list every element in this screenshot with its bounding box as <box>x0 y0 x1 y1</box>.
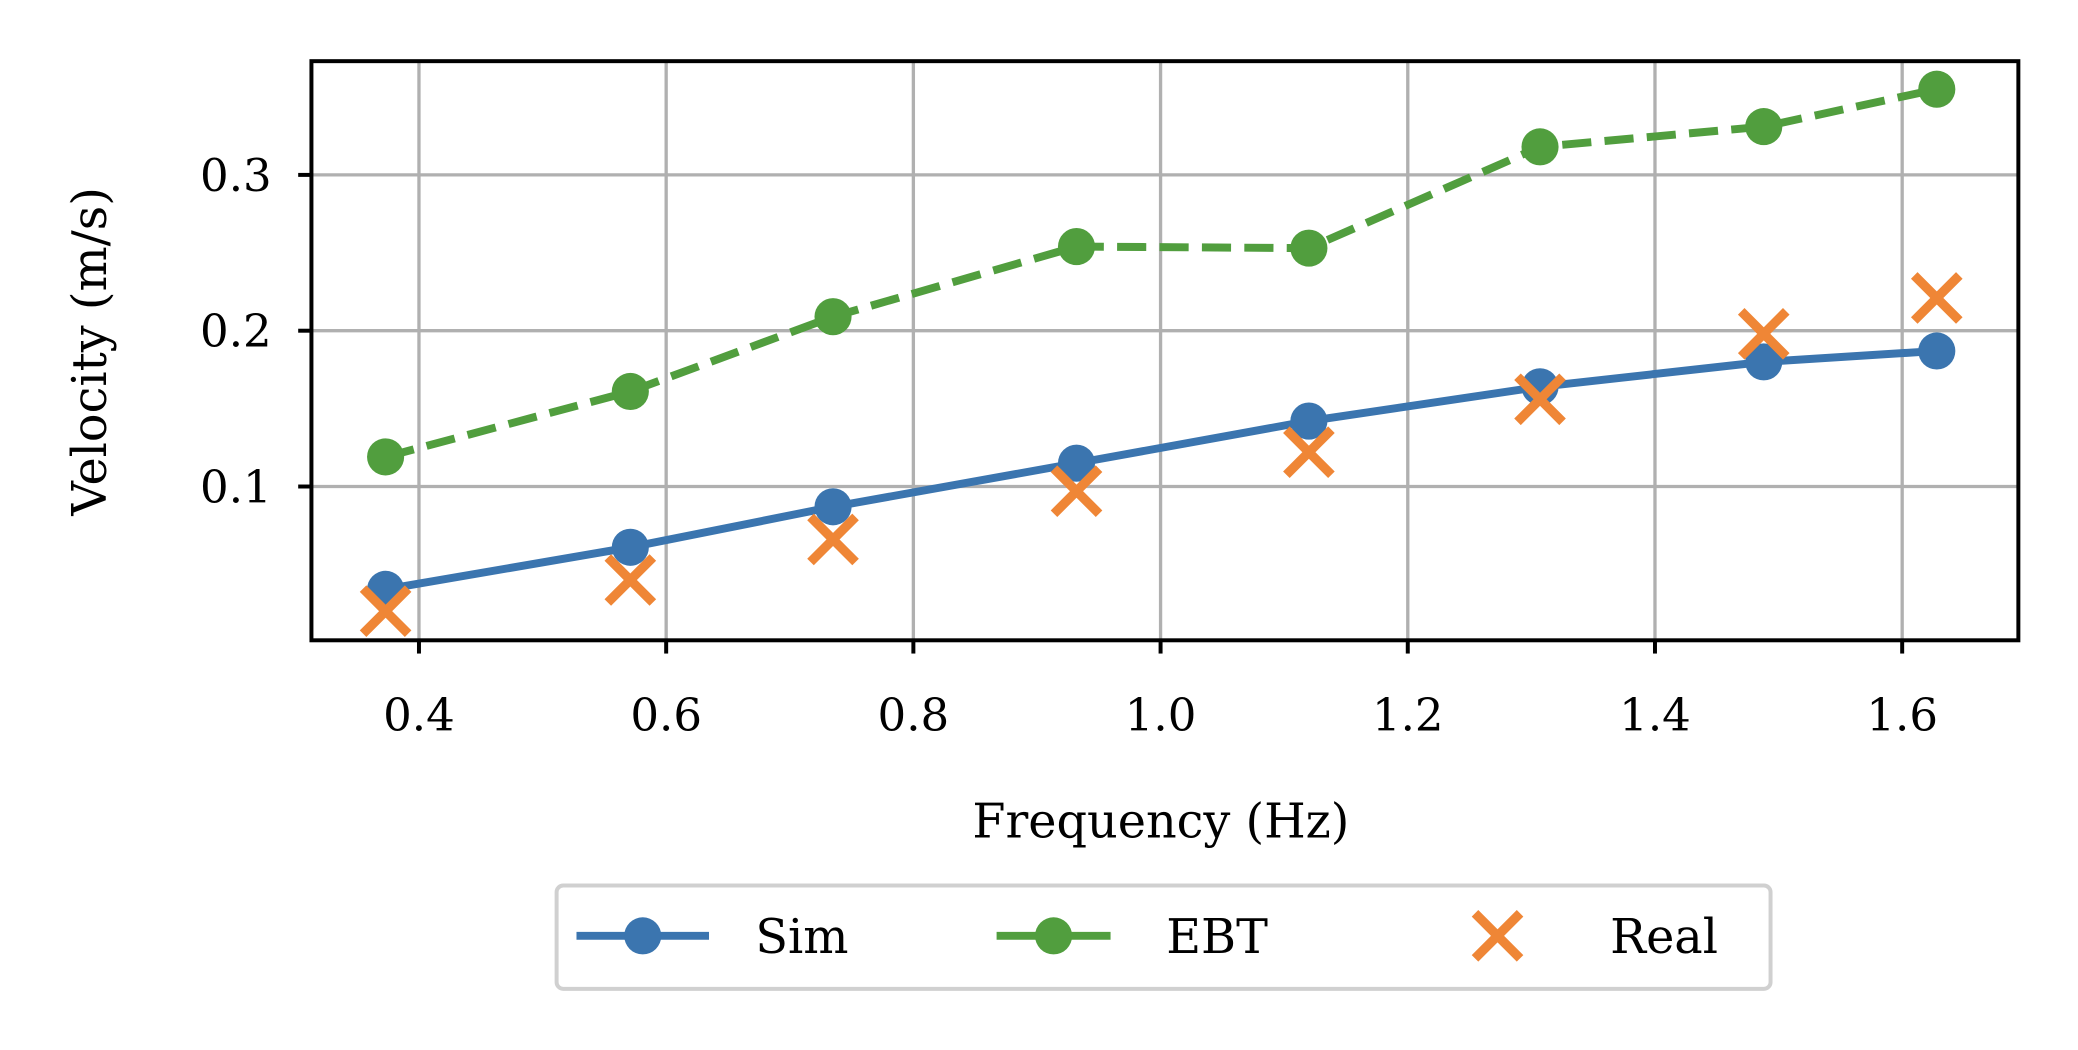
grid <box>311 61 2019 641</box>
data-point-ebt <box>1745 108 1783 146</box>
y-tick-label: 0.3 <box>200 149 272 202</box>
data-point-sim <box>1290 402 1328 440</box>
series-line-sim <box>384 346 1938 594</box>
legend-marker-sim <box>624 917 662 955</box>
data-point-sim <box>611 528 649 566</box>
legend-item-real: Real <box>1471 910 1718 965</box>
legend-frame <box>554 883 1773 991</box>
series-layer <box>359 70 1963 637</box>
x-tick-label: 0.6 <box>630 688 702 741</box>
data-point-sim <box>1057 444 1096 482</box>
x-axis-label: Frequency (Hz) <box>972 795 1349 850</box>
data-point-real <box>1050 465 1103 517</box>
data-point-sim <box>1745 343 1783 381</box>
y-axis-label: Velocity (m/s) <box>63 187 118 516</box>
data-point-real <box>1910 272 1963 324</box>
x-tick-label: 1.2 <box>1372 688 1444 741</box>
data-point-ebt <box>1057 228 1096 266</box>
data-point-ebt <box>367 438 405 476</box>
data-point-real <box>1283 426 1335 479</box>
data-point-real <box>807 513 859 566</box>
data-point-ebt <box>1521 128 1559 166</box>
legend-label-sim: Sim <box>755 910 848 965</box>
data-point-ebt <box>1918 70 1956 108</box>
data-point-real <box>359 585 412 637</box>
legend-item-sim: Sim <box>576 910 849 965</box>
x-tick-label: 0.4 <box>383 688 455 741</box>
data-point-sim <box>1918 332 1956 370</box>
legend: Sim EBT Real <box>554 883 1773 991</box>
x-tick-label: 0.8 <box>878 688 950 741</box>
plot-frame <box>309 59 2021 643</box>
data-point-real <box>1737 308 1790 360</box>
x-tick-label: 1.4 <box>1619 688 1691 741</box>
legend-label-ebt: EBT <box>1166 910 1268 965</box>
legend-marker-ebt <box>1035 917 1073 955</box>
x-tick-label: 1.6 <box>1866 688 1938 741</box>
data-point-ebt <box>611 372 649 411</box>
x-tick-label: 1.0 <box>1125 688 1197 741</box>
legend-marker-real <box>1471 910 1524 962</box>
y-tick-label: 0.2 <box>200 305 272 358</box>
data-point-ebt <box>1290 229 1328 267</box>
data-point-real <box>604 554 657 606</box>
data-point-real <box>1514 373 1566 426</box>
legend-label-real: Real <box>1610 910 1718 965</box>
legend-item-ebt: EBT <box>996 910 1268 965</box>
data-point-ebt <box>814 298 852 336</box>
data-point-sim <box>814 488 852 526</box>
ticks: 0.4 0.6 0.8 1.0 1.2 1.4 1.6 0.1 0.2 0.3 <box>200 149 1938 742</box>
y-tick-label: 0.1 <box>200 460 272 513</box>
